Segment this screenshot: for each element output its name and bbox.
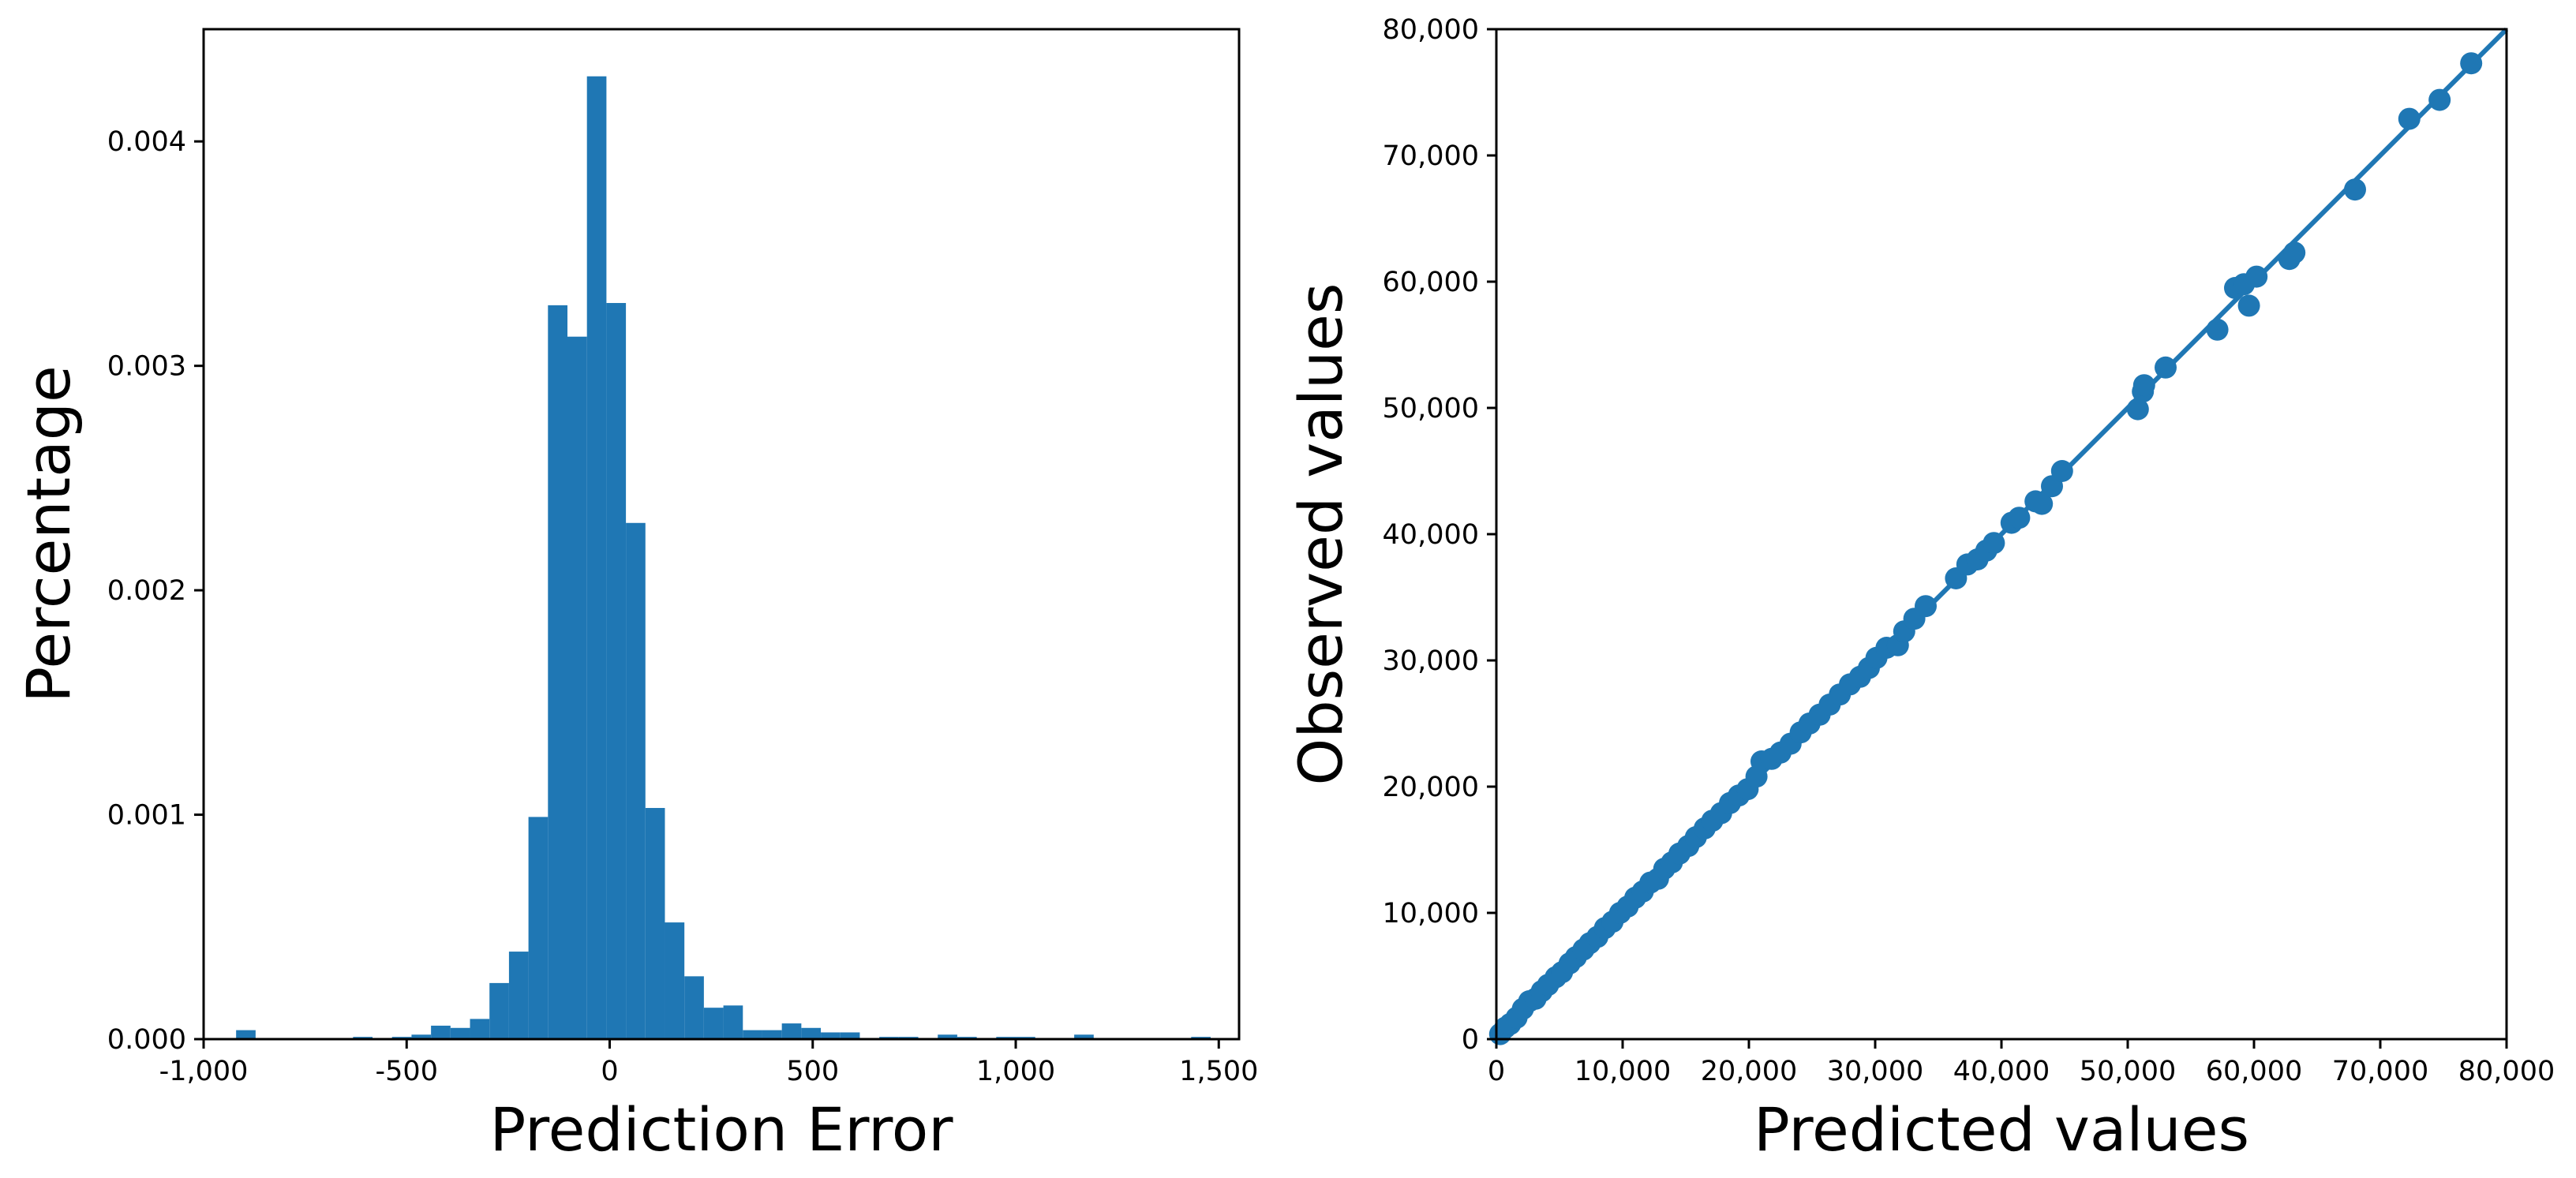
x-tick-label: 20,000 bbox=[1701, 1056, 1797, 1087]
scatter-x-axis-title: Predicted values bbox=[1754, 1094, 2249, 1165]
histogram-bar bbox=[586, 76, 607, 1040]
y-tick-label: 0.004 bbox=[107, 126, 186, 158]
histogram-bar bbox=[489, 982, 509, 1039]
x-tick-label: 40,000 bbox=[1953, 1056, 2050, 1087]
scatter-point bbox=[1915, 595, 1937, 618]
scatter-point bbox=[2126, 398, 2149, 421]
histogram-bar bbox=[821, 1032, 841, 1039]
x-tick-label: 60,000 bbox=[2206, 1056, 2302, 1087]
scatter-point bbox=[2008, 507, 2031, 529]
x-tick-label: 0 bbox=[1488, 1056, 1505, 1087]
histogram-bar bbox=[626, 522, 646, 1039]
scatter-point bbox=[2245, 265, 2268, 288]
x-tick-label: 80,000 bbox=[2458, 1056, 2555, 1087]
scatter-point bbox=[2398, 107, 2421, 130]
x-tick-label: 1,500 bbox=[1179, 1056, 1258, 1087]
histogram-bar bbox=[508, 952, 529, 1039]
x-tick-label: 30,000 bbox=[1827, 1056, 1923, 1087]
histogram-bar bbox=[840, 1032, 860, 1039]
scatter-point bbox=[2428, 88, 2451, 111]
histogram-x-axis-title: Prediction Error bbox=[490, 1094, 954, 1165]
y-tick-label: 0.001 bbox=[107, 800, 186, 832]
scatter-point bbox=[2155, 356, 2177, 379]
y-tick-label: 10,000 bbox=[1383, 898, 1479, 929]
y-tick-label: 0.002 bbox=[107, 575, 186, 607]
y-tick-label: 20,000 bbox=[1383, 772, 1479, 803]
histogram-y-ticks: 0.000 0.001 0.002 0.003 0.004 bbox=[107, 126, 204, 1056]
x-tick-label: -1,000 bbox=[159, 1056, 249, 1087]
scatter-point bbox=[2206, 318, 2229, 341]
histogram-bar bbox=[411, 1034, 432, 1039]
histogram-bar bbox=[801, 1027, 822, 1039]
scatter-point bbox=[2237, 294, 2260, 317]
x-tick-label: 10,000 bbox=[1574, 1056, 1671, 1087]
histogram-bar bbox=[665, 922, 685, 1039]
histogram-bar bbox=[431, 1025, 451, 1039]
x-tick-label: 1,000 bbox=[976, 1056, 1055, 1087]
scatter-point bbox=[2460, 52, 2483, 75]
scatter-x-ticks: 0 10,000 20,000 30,000 40,000 50,000 60,000 70,… bbox=[1488, 1039, 2555, 1087]
scatter-chart: 0 10,000 20,000 30,000 40,000 50,000 60,000 70,… bbox=[1286, 14, 2555, 1165]
y-tick-label: 50,000 bbox=[1383, 393, 1479, 424]
y-tick-label: 60,000 bbox=[1383, 267, 1479, 298]
histogram-axes-frame bbox=[202, 28, 1241, 1041]
histogram-x-ticks: -1,000 -500 0 500 1,000 1,500 bbox=[159, 1039, 1258, 1087]
histogram-bars bbox=[236, 76, 1211, 1040]
scatter-y-axis-title: Observed values bbox=[1286, 283, 1356, 786]
x-tick-label: 70,000 bbox=[2332, 1056, 2428, 1087]
scatter-point bbox=[2344, 178, 2366, 201]
y-tick-label: 40,000 bbox=[1383, 519, 1479, 551]
x-tick-label: 500 bbox=[786, 1056, 839, 1087]
histogram-bar bbox=[762, 1030, 782, 1039]
scatter-point bbox=[2031, 492, 2054, 515]
x-tick-label: 50,000 bbox=[2080, 1056, 2176, 1087]
histogram-bar bbox=[528, 817, 549, 1039]
scatter-point bbox=[1983, 532, 2005, 555]
histogram-bar bbox=[723, 1005, 743, 1039]
histogram-bar bbox=[938, 1034, 957, 1039]
y-tick-label: 80,000 bbox=[1383, 14, 1479, 46]
histogram-bar bbox=[606, 303, 627, 1039]
scatter-point bbox=[2132, 374, 2155, 397]
scatter-y-ticks: 0 10,000 20,000 30,000 40,000 50,000 60,000 70,… bbox=[1383, 14, 1496, 1056]
histogram-bar bbox=[1074, 1034, 1094, 1039]
histogram-bar bbox=[645, 808, 665, 1039]
histogram-bar bbox=[548, 305, 568, 1039]
scatter-point bbox=[2283, 241, 2306, 264]
y-tick-label: 0.003 bbox=[107, 351, 186, 383]
histogram-chart: -1,000 -500 0 500 1,000 1,500 0.000 0.001 0.002… bbox=[13, 28, 1258, 1165]
histogram-bar bbox=[684, 976, 704, 1039]
histogram-bar bbox=[743, 1030, 762, 1039]
y-tick-label: 70,000 bbox=[1383, 140, 1479, 172]
y-tick-label: 0.000 bbox=[107, 1024, 186, 1056]
scatter-axes-frame bbox=[1495, 28, 2508, 1041]
x-tick-label: 0 bbox=[601, 1056, 618, 1087]
histogram-y-axis-title: Percentage bbox=[13, 365, 84, 703]
histogram-bar bbox=[450, 1027, 470, 1039]
y-tick-label: 30,000 bbox=[1383, 645, 1479, 677]
y-tick-label: 0 bbox=[1462, 1024, 1479, 1056]
histogram-bar bbox=[703, 1008, 724, 1039]
x-tick-label: -500 bbox=[376, 1056, 438, 1087]
histogram-bar bbox=[236, 1030, 256, 1039]
histogram-bar bbox=[567, 336, 587, 1039]
histogram-bar bbox=[470, 1019, 490, 1039]
scatter-point bbox=[2050, 460, 2073, 482]
histogram-bar bbox=[781, 1023, 802, 1039]
scatter-points bbox=[1488, 52, 2483, 1045]
